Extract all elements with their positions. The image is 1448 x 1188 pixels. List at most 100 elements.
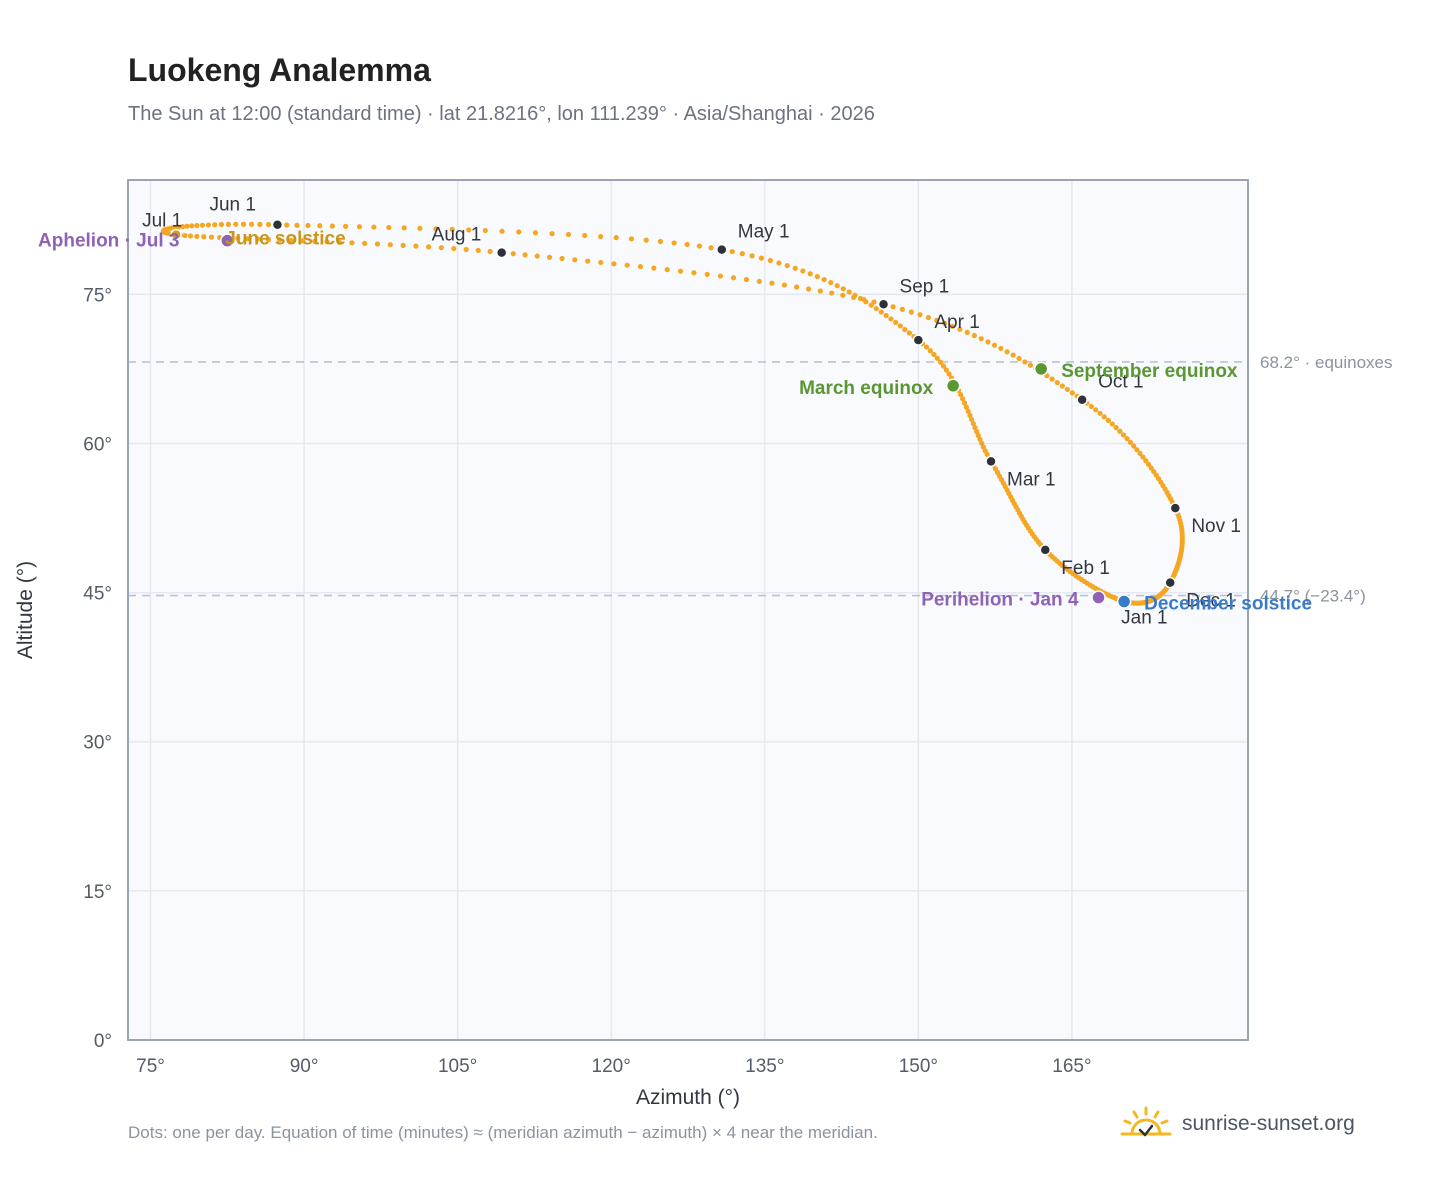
daily-sun-dot [386,224,392,231]
daily-sun-dot [255,236,261,242]
daily-sun-dot [324,239,330,245]
daily-sun-dot [776,260,782,266]
x-tick-label: 90° [290,1056,319,1077]
daily-sun-dot [194,233,200,239]
daily-sun-dot [1127,439,1133,445]
daily-sun-dot [800,268,806,274]
daily-sun-dot [1069,390,1075,396]
daily-sun-dot [549,231,555,237]
daily-sun-dot [1148,465,1154,471]
daily-sun-dot [899,306,905,312]
reference-line-label: 68.2° · equinoxes [1260,353,1393,372]
daily-sun-dot [961,400,968,406]
daily-sun-dot [807,271,813,277]
daily-sun-dot [657,238,664,245]
daily-sun-dot [387,242,393,248]
daily-sun-dot [739,251,745,257]
daily-sun-dot [1140,454,1146,460]
daily-sun-dot [240,221,247,227]
daily-sun-dot [1059,383,1065,389]
daily-sun-dot [974,429,980,435]
month-label: May 1 [738,222,790,243]
footnote: Dots: one per day. Equation of time (min… [128,1123,878,1142]
daily-sun-dot [1131,443,1137,449]
y-tick-label: 0° [94,1031,112,1052]
y-tick-label: 75° [83,285,112,306]
daily-sun-dot [758,255,764,261]
daily-sun-dot [949,323,955,329]
daily-sun-dot [598,233,604,240]
daily-sun-dot [208,234,215,240]
daily-sun-dot [356,224,363,230]
daily-sun-dot [463,246,469,253]
daily-sun-dot [1137,450,1143,456]
daily-sun-dot [1117,428,1123,434]
x-tick-label: 135° [745,1056,784,1077]
daily-sun-dot [613,235,619,241]
daily-sun-dot [964,329,970,335]
daily-sun-dot [534,253,540,259]
daily-sun-dot [696,243,703,249]
x-tick-label: 105° [438,1056,477,1077]
daily-sun-dot [572,257,578,263]
daily-sun-dot [943,367,949,373]
daily-sun-dot [284,222,290,228]
daily-sun-dot [931,351,937,358]
daily-sun-dot [1120,432,1127,438]
daily-sun-dot [438,245,444,251]
daily-sun-dot [189,223,195,229]
daily-sun-dot [970,420,976,427]
daily-sun-dot [781,282,787,288]
daily-sun-dot [276,237,283,243]
event-marker [1033,361,1049,377]
month-marker [1169,502,1182,514]
daily-sun-dot [305,222,311,229]
daily-sun-dot [883,312,889,319]
daily-sun-dot [821,276,827,283]
daily-sun-dot [362,240,368,247]
daily-sun-dot [888,316,894,322]
daily-sun-dot [975,432,981,439]
daily-sun-dot [923,344,930,350]
month-label: Mar 1 [1007,469,1056,490]
x-tick-label: 165° [1052,1056,1091,1077]
daily-sun-dot [917,312,923,318]
daily-sun-dot [312,238,318,244]
daily-sun-dot [902,326,908,333]
daily-sun-dot [205,222,212,228]
daily-sun-dot [624,262,630,268]
daily-sun-dot [212,222,218,228]
daily-sun-dot [925,314,932,321]
daily-sun-dot [218,221,224,228]
daily-sun-dot [792,265,798,271]
daily-sun-dot [834,283,840,289]
daily-sun-dot [991,342,998,348]
daily-sun-dot [413,243,419,249]
month-marker [495,246,508,259]
daily-sun-dot [1143,458,1149,464]
daily-sun-dot [965,408,971,414]
month-marker [170,228,182,241]
daily-sun-dot [400,242,406,248]
daily-sun-dot [890,304,896,310]
daily-sun-dot [225,221,232,227]
daily-sun-dot [1027,362,1034,368]
month-label: Feb 1 [1061,558,1110,579]
daily-sun-dot [300,238,306,244]
daily-sun-dot [1022,359,1028,365]
daily-sun-dot [846,289,852,295]
daily-sun-dot [643,237,649,243]
brand[interactable]: sunrise-sunset.org [1118,1100,1355,1148]
y-tick-label: 45° [83,584,112,605]
daily-sun-dot [743,276,750,283]
y-tick-label: 30° [83,733,112,754]
daily-sun-dot [349,240,355,246]
daily-sun-dot [532,230,539,236]
daily-sun-dot [871,299,877,305]
daily-sun-dot [1016,355,1022,362]
daily-sun-dot [828,279,834,286]
daily-sun-dot [677,268,684,274]
daily-sun-dot [708,245,714,251]
daily-sun-dot [1093,407,1099,413]
daily-sun-dot [730,275,737,281]
